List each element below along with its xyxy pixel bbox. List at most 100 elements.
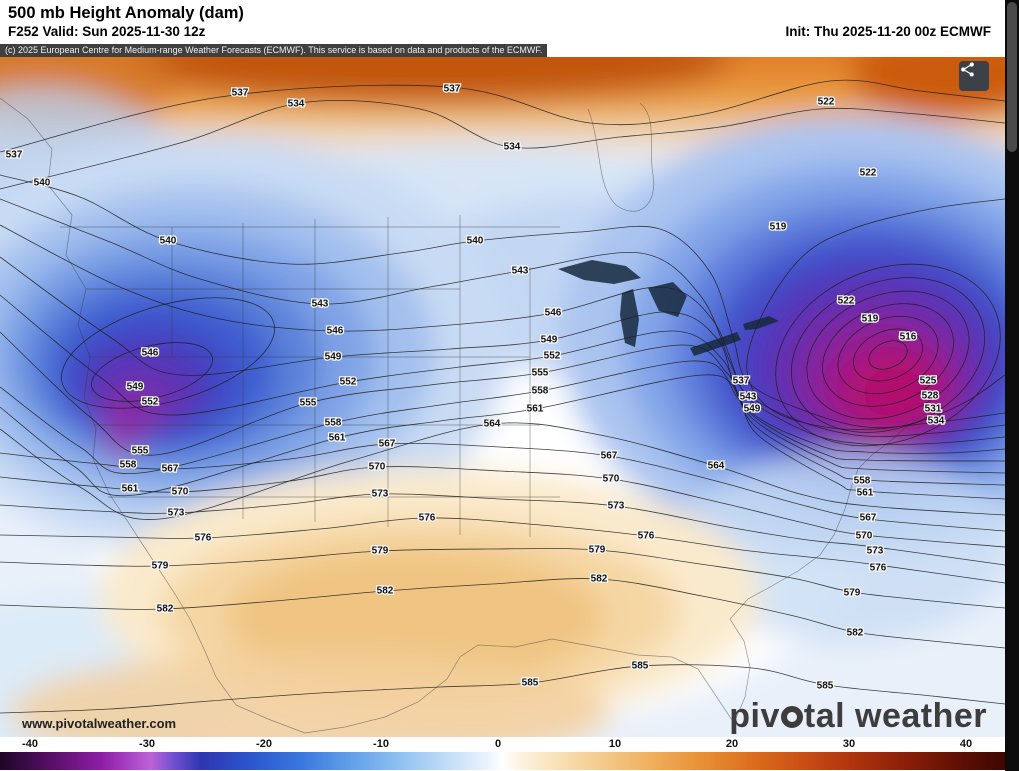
- contour-label: 519: [770, 222, 787, 233]
- contour-label: 573: [168, 508, 185, 519]
- contour-label: 567: [379, 439, 396, 450]
- contour-label: 555: [532, 368, 549, 379]
- colorbar-tick: -20: [256, 738, 272, 750]
- contour-label: 549: [541, 335, 558, 346]
- contour-label: 579: [844, 588, 861, 599]
- contour-loop-525: [822, 303, 954, 407]
- colorbar-tick: -40: [22, 738, 38, 750]
- contour-label: 582: [847, 628, 864, 639]
- contour-line-546: [0, 224, 1005, 446]
- contour-label: 585: [632, 661, 649, 672]
- contour-label: 519: [862, 314, 879, 325]
- contour-label: 558: [325, 418, 342, 429]
- contour-label: 570: [856, 531, 873, 542]
- contour-label: 555: [132, 446, 149, 457]
- scrollbar[interactable]: [1005, 0, 1019, 771]
- share-icon: [961, 62, 974, 77]
- contour-label: 558: [120, 460, 137, 471]
- contour-line-552: [0, 294, 1005, 462]
- logo-text-right: tal weather: [803, 697, 987, 735]
- contour-label: 552: [142, 397, 159, 408]
- colorbar-tick: 20: [725, 738, 739, 750]
- watermark-url: www.pivotalweather.com: [22, 716, 177, 731]
- contour-label: 585: [817, 681, 834, 692]
- contour-label: 531: [925, 404, 942, 415]
- contour-label: 549: [325, 352, 342, 363]
- contour-line-564: [0, 422, 1005, 520]
- valid-time-label: F252 Valid: Sun 2025-11-30 12z: [8, 24, 206, 39]
- contour-label: 561: [857, 488, 874, 499]
- colorbar-tick: -30: [139, 738, 155, 750]
- contour-loop-519: [853, 328, 923, 382]
- contour-label: 534: [504, 142, 521, 153]
- contour-label: 576: [870, 563, 887, 574]
- contour-label: 576: [638, 531, 655, 542]
- contour-loop-516: [868, 340, 908, 370]
- contour-label: 573: [372, 489, 389, 500]
- contour-lines-layer: [0, 79, 1005, 714]
- contour-label: 522: [838, 296, 855, 307]
- contour-label: 564: [708, 461, 725, 472]
- contour-line-558: [0, 360, 1005, 486]
- colorbar-gradient: [0, 752, 1005, 770]
- contour-line-567: [0, 442, 1005, 532]
- colorbar-tick: -10: [373, 738, 389, 750]
- contour-line-534: [0, 100, 1005, 190]
- contour-line-573: [0, 493, 1005, 566]
- contour-line-576: [0, 517, 1005, 584]
- contour-label: 537: [444, 84, 461, 95]
- contour-label: 576: [195, 533, 212, 544]
- contour-label: 552: [340, 377, 357, 388]
- contour-label: 543: [312, 299, 329, 310]
- contour-line-579: [0, 548, 1005, 609]
- pivotalweather-logo: piv tal weather: [729, 699, 987, 733]
- contour-label: 567: [860, 513, 877, 524]
- contour-label: 561: [527, 404, 544, 415]
- contour-loop-528: [806, 290, 970, 420]
- map-area[interactable]: 537 537 537 534 534 540 540 540 543 543 546 546 546 5…: [0, 57, 1005, 737]
- contour-line-570: [0, 466, 1005, 548]
- contour-label: 534: [288, 99, 305, 110]
- contour-label: 579: [589, 545, 606, 556]
- contour-label: 558: [532, 386, 549, 397]
- time-row: F252 Valid: Sun 2025-11-30 12z Init: Thu…: [8, 23, 995, 41]
- map-header: 500 mb Height Anomaly (dam) F252 Valid: …: [0, 0, 1005, 44]
- contour-line-555: [0, 331, 1005, 474]
- contour-label: 552: [544, 351, 561, 362]
- contour-label: 585: [522, 678, 539, 689]
- page-title: 500 mb Height Anomaly (dam): [8, 4, 244, 22]
- contour-label: 570: [369, 462, 386, 473]
- contour-line-582: [0, 578, 1005, 649]
- contour-label: 543: [512, 266, 529, 277]
- contour-label: 582: [377, 586, 394, 597]
- contour-label: 567: [162, 464, 179, 475]
- contour-label: 543: [740, 392, 757, 403]
- contour-label: 579: [372, 546, 389, 557]
- contour-label: 561: [329, 433, 346, 444]
- contour-label: 540: [160, 236, 177, 247]
- contour-label: 537: [232, 88, 249, 99]
- contour-label: 525: [920, 376, 937, 387]
- contour-label: 561: [122, 484, 139, 495]
- colorbar: -40 -30 -20 -10 0 10 20 30 40: [0, 737, 1005, 771]
- contour-label: 549: [127, 382, 144, 393]
- contour-label: 555: [300, 398, 317, 409]
- logo-circle-icon: [780, 706, 803, 728]
- share-button[interactable]: [959, 61, 989, 91]
- contour-label: 570: [603, 474, 620, 485]
- colorbar-tick: 10: [608, 738, 622, 750]
- contour-label: 546: [545, 308, 562, 319]
- contour-loop-546: [61, 297, 275, 409]
- contour-label: 528: [922, 391, 939, 402]
- contour-label: 537: [733, 376, 750, 387]
- colorbar-tick: 40: [959, 738, 973, 750]
- scrollbar-thumb[interactable]: [1007, 2, 1017, 152]
- contour-line-537: [746, 198, 1005, 430]
- contour-label: 558: [854, 476, 871, 487]
- contour-line-540: [0, 174, 1005, 429]
- contour-label: 537: [6, 150, 23, 161]
- contour-loop-534: [775, 263, 1001, 447]
- contour-label: 522: [860, 168, 877, 179]
- contour-label: 570: [172, 487, 189, 498]
